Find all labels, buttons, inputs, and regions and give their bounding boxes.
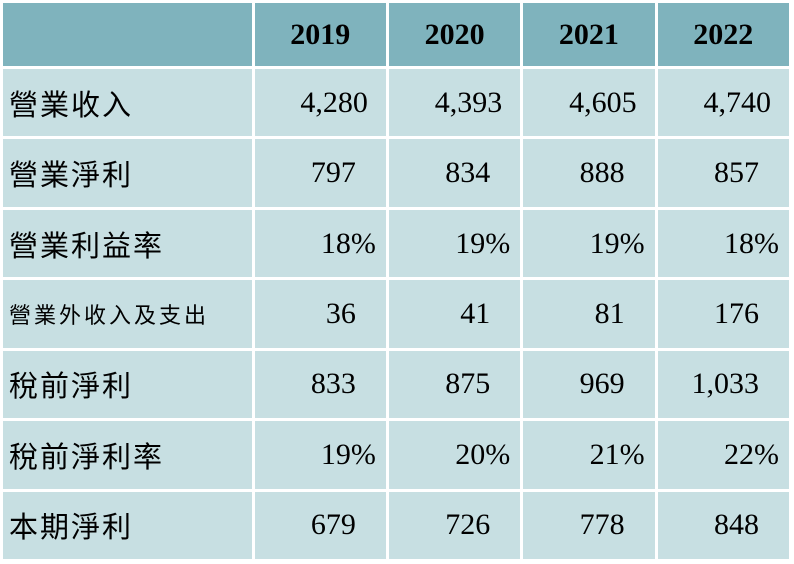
row-label: 營業收入 [3,69,252,137]
table-cell: 969 [523,350,655,419]
table-cell: 18% [657,209,789,278]
table-cell: 888 [523,139,655,207]
row-label: 本期淨利 [3,491,252,559]
table-cell: 19% [523,209,655,278]
table-cell: 22% [657,421,789,489]
table-cell: 18% [254,209,386,278]
row-label: 營業外收入及支出 [3,280,252,348]
row-label: 稅前淨利 [3,350,252,419]
table-cell: 4,393 [388,69,521,137]
table-cell: 36 [254,280,386,348]
table-cell: 778 [523,491,655,559]
header-year: 2019 [254,3,386,66]
table-row: 稅前淨利 833 875 969 1,033 [3,350,789,419]
table-cell: 1,033 [657,350,789,419]
table-row: 本期淨利 679 726 778 848 [3,491,789,559]
table-row: 營業利益率 18% 19% 19% 18% [3,209,789,278]
header-corner [3,3,252,66]
table-cell: 20% [388,421,521,489]
table-cell: 41 [388,280,521,348]
table-cell: 679 [254,491,386,559]
table-row: 稅前淨利率 19% 20% 21% 22% [3,421,789,489]
header-row: 2019 2020 2021 2022 [3,3,789,66]
table-cell: 19% [388,209,521,278]
table-row: 營業淨利 797 834 888 857 [3,139,789,207]
table-cell: 4,280 [254,69,386,137]
header-year: 2020 [388,3,521,66]
table-row: 營業外收入及支出 36 41 81 176 [3,280,789,348]
header-year: 2021 [523,3,655,66]
table-cell: 19% [254,421,386,489]
row-label: 稅前淨利率 [3,421,252,489]
table-cell: 833 [254,350,386,419]
header-year: 2022 [657,3,789,66]
table-cell: 21% [523,421,655,489]
table-cell: 726 [388,491,521,559]
table-cell: 797 [254,139,386,207]
table-cell: 176 [657,280,789,348]
row-label: 營業利益率 [3,209,252,278]
table-row: 營業收入 4,280 4,393 4,605 4,740 [3,69,789,137]
row-label: 營業淨利 [3,139,252,207]
table-cell: 857 [657,139,789,207]
table-cell: 834 [388,139,521,207]
table-cell: 848 [657,491,789,559]
table-cell: 81 [523,280,655,348]
table-cell: 4,740 [657,69,789,137]
table-cell: 875 [388,350,521,419]
table-cell: 4,605 [523,69,655,137]
